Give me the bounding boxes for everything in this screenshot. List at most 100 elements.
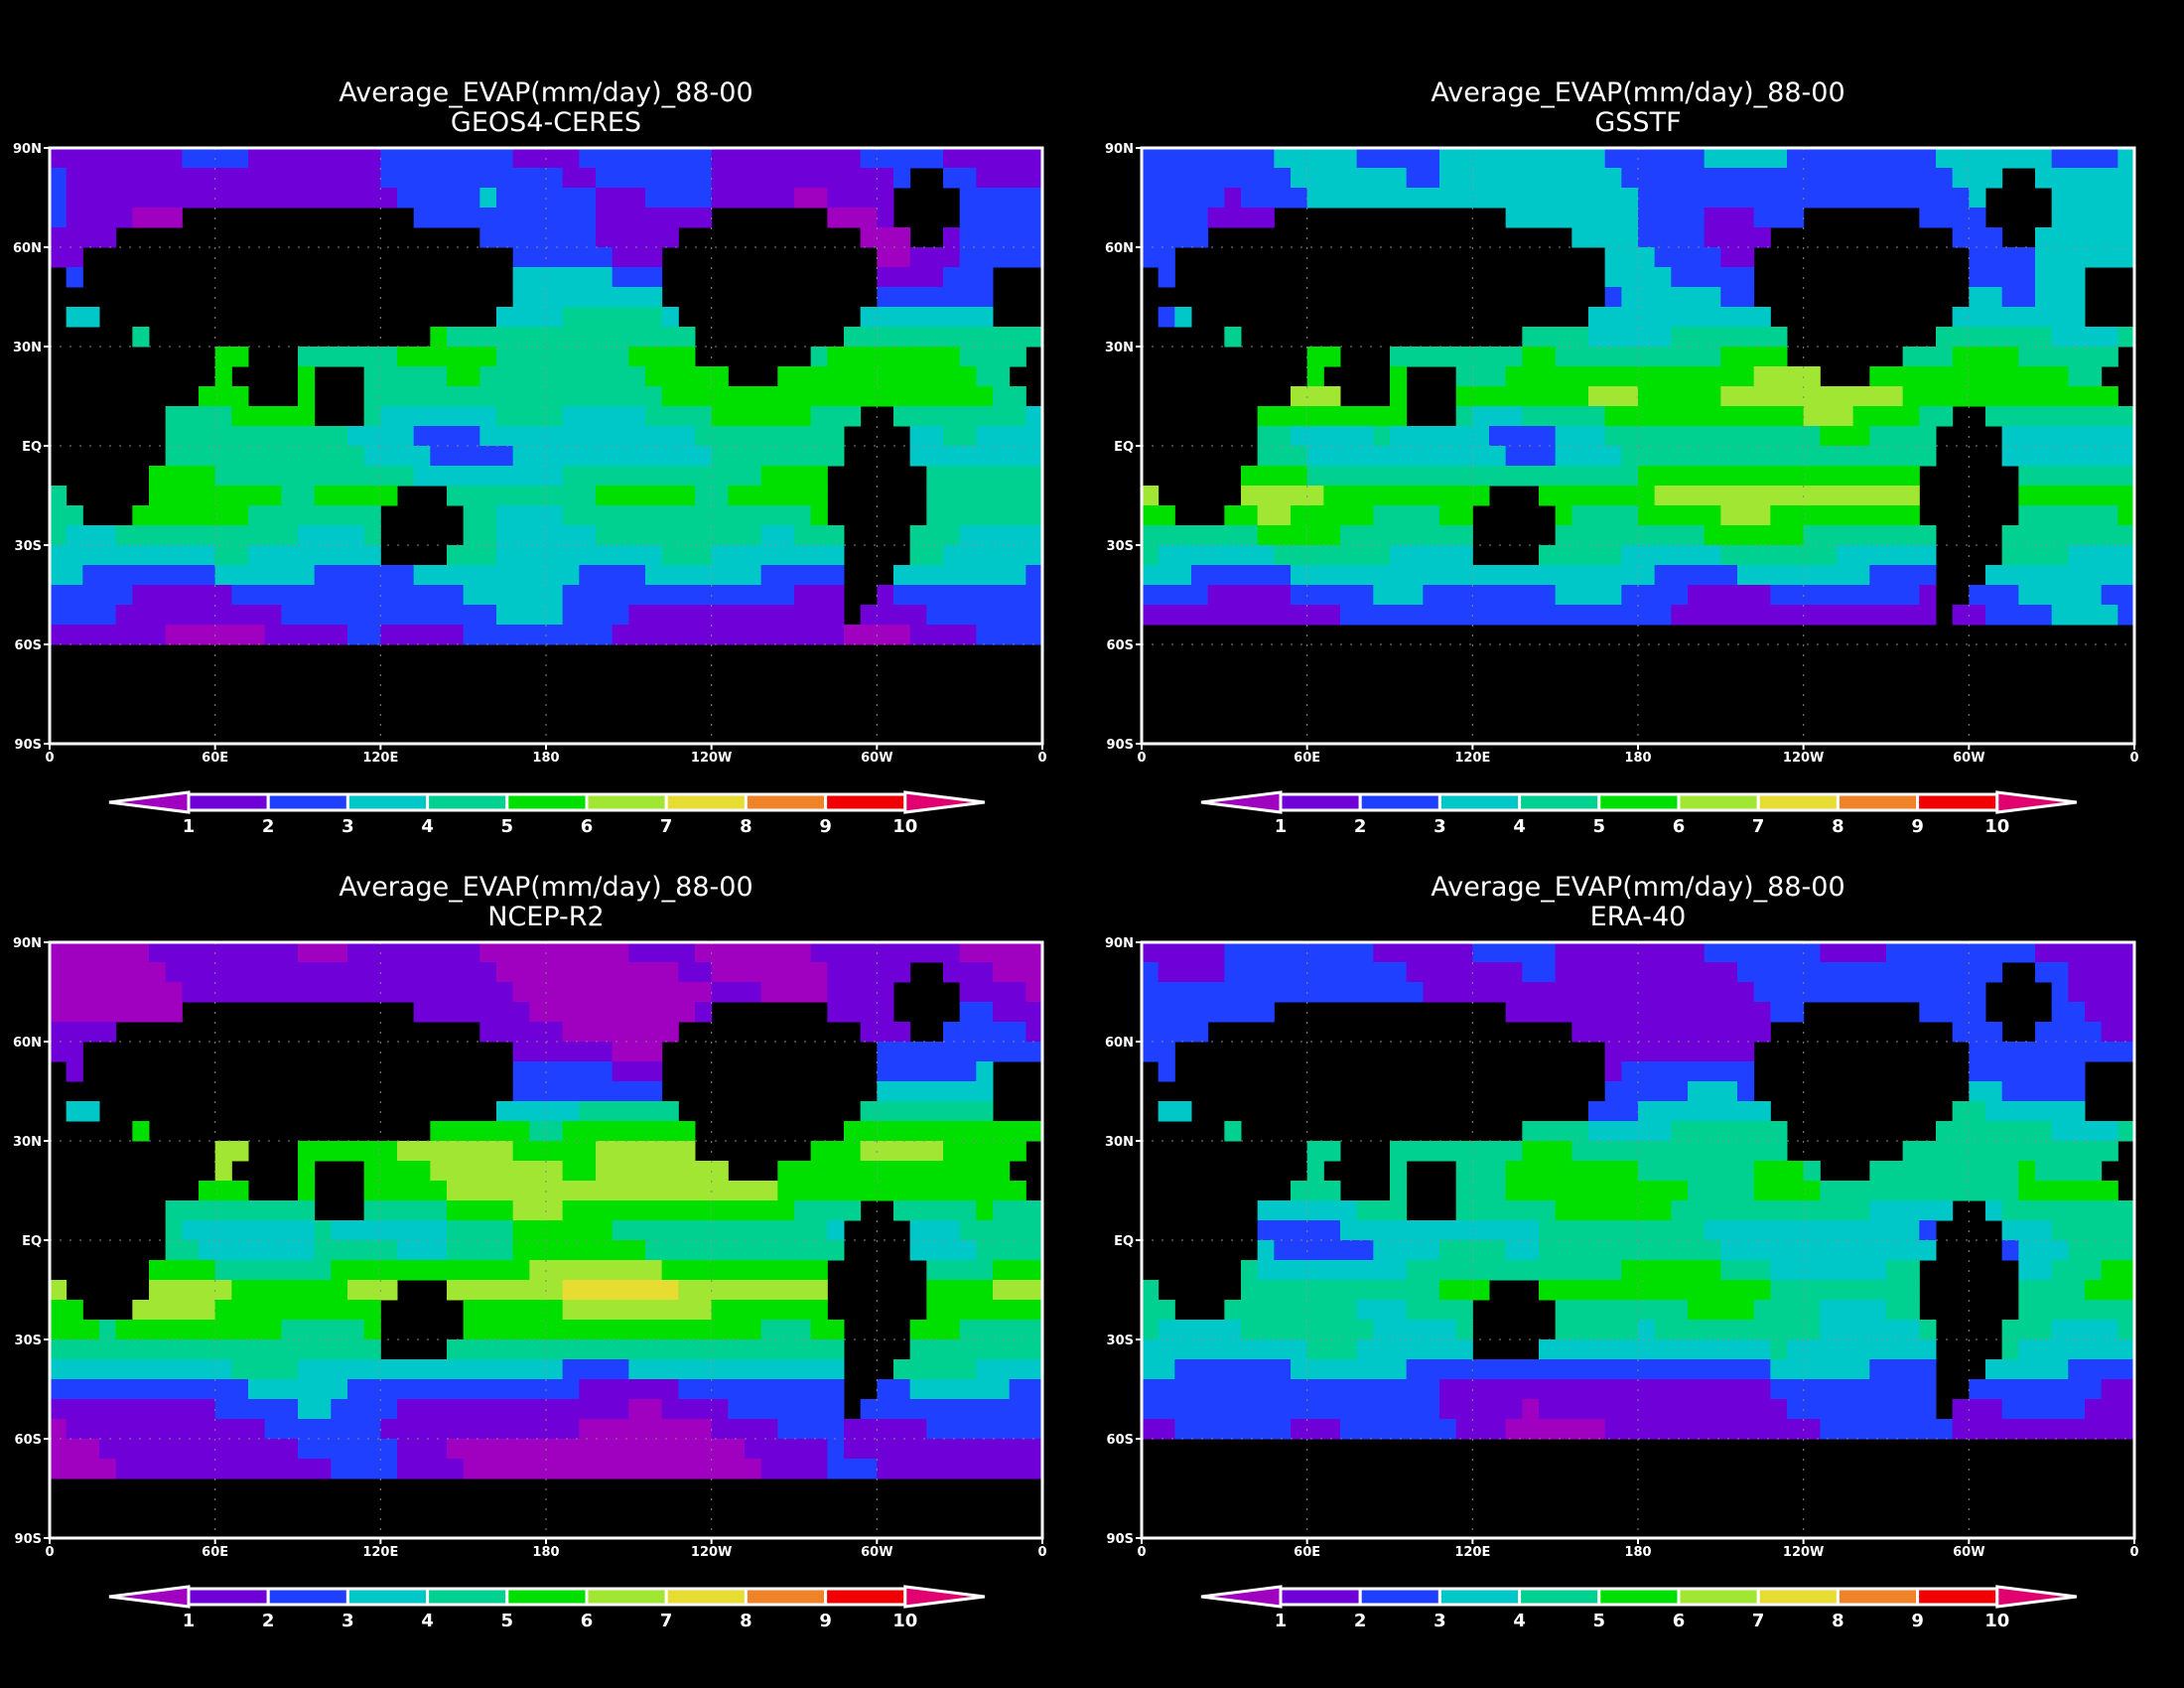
heatmap-cell [82, 962, 100, 983]
heatmap-cell [2101, 247, 2118, 268]
heatmap-cell [214, 1161, 232, 1182]
heatmap-cell [380, 426, 398, 447]
heatmap-cell [347, 982, 365, 1003]
heatmap-cell [165, 1459, 183, 1479]
heatmap-cell [1274, 545, 1292, 566]
heatmap-cell [2117, 1280, 2135, 1301]
heatmap-cell [728, 188, 746, 209]
heatmap-cell [760, 545, 778, 566]
heatmap-cell [810, 585, 828, 606]
heatmap-cell [264, 188, 282, 209]
heatmap-cell [1671, 565, 1689, 586]
heatmap-cell [2035, 1101, 2053, 1122]
heatmap-cell [695, 466, 713, 487]
heatmap-cell [214, 1141, 232, 1162]
heatmap-cell [745, 525, 762, 546]
heatmap-cell [1224, 1419, 1242, 1440]
heatmap-cell [1241, 982, 1259, 1003]
heatmap-cell [363, 366, 381, 387]
heatmap-cell [132, 545, 150, 566]
heatmap-cell [1522, 1220, 1540, 1241]
heatmap-cell [1009, 1359, 1026, 1380]
heatmap-cell [1423, 1280, 1440, 1301]
heatmap-cell [331, 605, 348, 626]
heatmap-cell [1588, 1022, 1606, 1043]
heatmap-cell [926, 1459, 944, 1479]
heatmap-cell [926, 426, 944, 447]
heatmap-cell [628, 1459, 646, 1479]
heatmap-cell [430, 426, 448, 447]
heatmap-cell [149, 505, 167, 526]
heatmap-cell [728, 982, 746, 1003]
heatmap-cell [1158, 1061, 1175, 1082]
heatmap-cell [496, 148, 514, 169]
heatmap-cell [1919, 1320, 1937, 1340]
heatmap-cell [695, 168, 713, 189]
heatmap-cell [1787, 525, 1805, 546]
heatmap-cell [165, 1260, 183, 1281]
heatmap-cell [760, 1459, 778, 1479]
heatmap-cell [1704, 1280, 1721, 1301]
heatmap-cell [1588, 227, 1606, 248]
heatmap-cell [1919, 148, 1937, 169]
heatmap-cell [1340, 406, 1358, 427]
heatmap-cell [2018, 525, 2036, 546]
heatmap-cell [2068, 1359, 2086, 1380]
heatmap-cell [248, 1240, 266, 1261]
heatmap-cell [562, 1121, 580, 1142]
heatmap-cell [529, 1141, 547, 1162]
heatmap-cell [1737, 1081, 1755, 1102]
heatmap-cell [512, 406, 530, 427]
heatmap-cell [298, 1320, 316, 1340]
heatmap-cell [165, 1339, 183, 1360]
heatmap-cell [943, 942, 961, 963]
heatmap-cell [165, 148, 183, 169]
heatmap-cell [1820, 188, 1838, 209]
heatmap-cell [1274, 585, 1292, 606]
heatmap-cell [1571, 1121, 1589, 1142]
heatmap-cell [1671, 505, 1689, 526]
heatmap-cell [596, 287, 614, 308]
heatmap-cell [695, 1181, 713, 1201]
heatmap-cell [877, 962, 894, 983]
heatmap-cell [1439, 942, 1457, 963]
x-tick-label: 0 [2129, 1545, 2138, 1560]
heatmap-cell [1257, 1379, 1275, 1400]
heatmap-cell [612, 1419, 629, 1440]
heatmap-cell [1720, 287, 1738, 308]
heatmap-cell [661, 1280, 679, 1301]
heatmap-cell [794, 1240, 812, 1261]
heatmap-cell [50, 525, 68, 546]
heatmap-cell [1770, 565, 1788, 586]
heatmap-cell [1638, 1359, 1656, 1380]
heatmap-cell [1936, 942, 1954, 963]
heatmap-cell [1390, 1240, 1408, 1261]
heatmap-cell [66, 227, 83, 248]
y-tick-label: 60S [15, 638, 42, 653]
heatmap-cell [1158, 1300, 1175, 1321]
heatmap-cell [860, 1141, 878, 1162]
heatmap-cell [463, 1200, 480, 1221]
heatmap-cell [612, 1042, 629, 1062]
heatmap-cell [1588, 1379, 1606, 1400]
heatmap-cell [281, 1320, 299, 1340]
heatmap-cell [1737, 1320, 1755, 1340]
heatmap-cell [1638, 1260, 1656, 1281]
heatmap-cell [1820, 386, 1838, 407]
heatmap-cell [1720, 307, 1738, 328]
heatmap-cell [1025, 1042, 1043, 1062]
heatmap-cell [959, 1002, 977, 1023]
heatmap-cell [959, 1379, 977, 1400]
heatmap-cell [1737, 1220, 1755, 1241]
heatmap-cell [1323, 1200, 1341, 1221]
heatmap-cell [1489, 386, 1507, 407]
heatmap-cell [827, 1399, 845, 1420]
heatmap-cell [1820, 1300, 1838, 1321]
heatmap-cell [331, 1439, 348, 1460]
heatmap-cell [1323, 148, 1341, 169]
heatmap-cell [1985, 585, 2003, 606]
heatmap-cell [380, 962, 398, 983]
heatmap-cell [893, 625, 911, 645]
heatmap-cell [1588, 347, 1606, 367]
heatmap-cell [413, 605, 431, 626]
